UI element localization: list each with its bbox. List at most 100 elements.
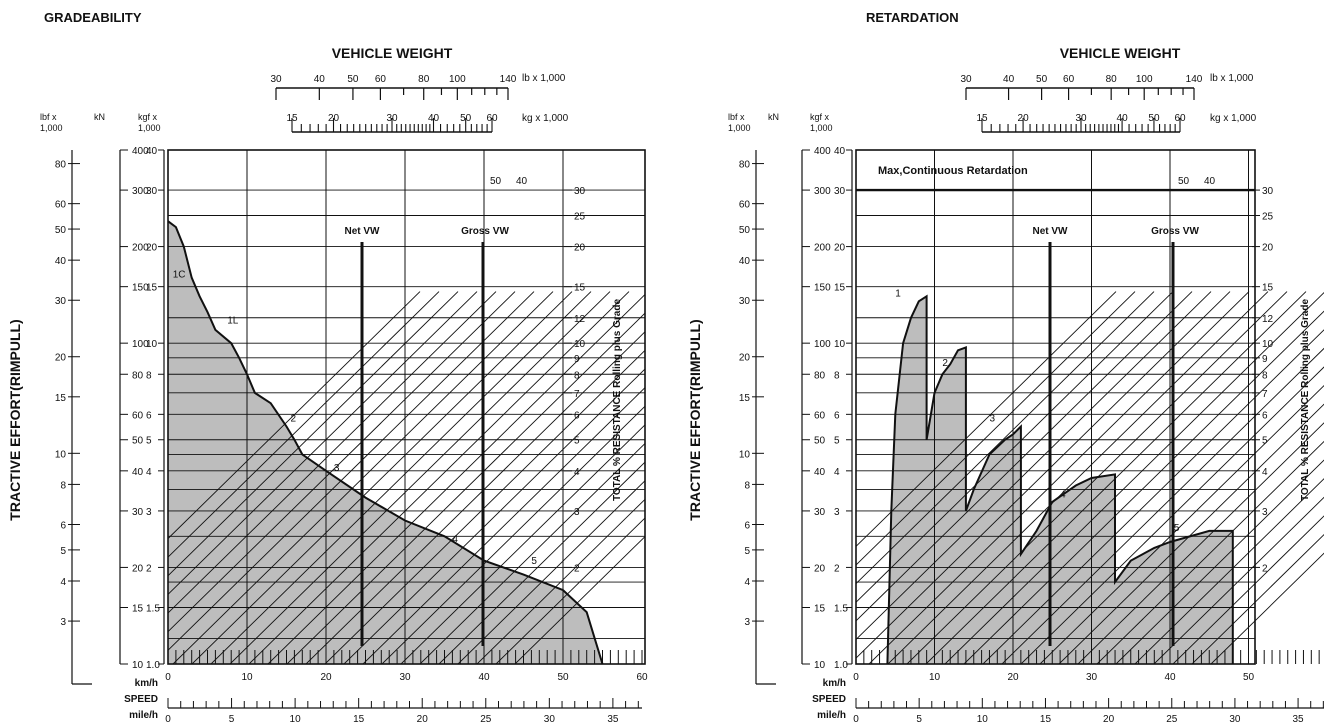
retardation-kn-tick-label: 50: [814, 436, 826, 447]
gradeability-kgf-unit: kgf x 1,000: [138, 112, 161, 133]
gradeability-curve: [168, 220, 604, 664]
retardation-mph-unit: mile/h: [817, 710, 846, 721]
retardation-resistance-line: [856, 291, 1136, 566]
retardation-panel: RETARDATION VEHICLE WEIGHT lb x 1,000 kg…: [687, 10, 1324, 725]
retardation-kn-tick-label: 15: [814, 604, 826, 615]
gradeability-kmh-tick-label: 50: [557, 672, 569, 683]
gradeability-lbf-tick-label: 3: [60, 617, 66, 628]
gradeability-lbf-tick-label: 10: [55, 449, 67, 460]
gradeability-mph-unit: mile/h: [129, 710, 158, 721]
gradeability-kmh-tick-label: 0: [165, 672, 171, 683]
retardation-kmh-tick-label: 30: [1086, 672, 1098, 683]
gradeability-x-axes: km/h 0 10 20 30 40 50 60 SPEED mile/h 0 5 10 15 20 25 30…: [124, 672, 648, 725]
retardation-kg-unit: kg x 1,000: [1210, 113, 1257, 124]
gradeability-kg-scale: 15 20 30 40 50 60: [286, 113, 498, 133]
retardation-kn-tick-label: 20: [814, 563, 826, 574]
retardation-resistance-line: [1210, 552, 1324, 664]
gradeability-kg-tick-label: 50: [460, 113, 472, 124]
retardation-kgf-tick-label: 4: [834, 467, 840, 478]
gradeability-y-axes: 40 30 20 15 10 8 6 5 4 3 2 1.5 1.0 400 300 200 150 100 80 6…: [55, 146, 165, 685]
gradeability-kgf-tick-label: 1.5: [146, 604, 160, 615]
gradeability-resistance-line: [248, 291, 630, 664]
retardation-plot-border: [855, 149, 1256, 665]
retardation-x-axes: km/h 0 10 20 30 40 50 SPEED mile/h 0 5 10 15 20 25 30 35: [812, 672, 1324, 725]
gradeability-resistance-line: [400, 424, 645, 664]
retardation-mph-tick-label: 30: [1229, 714, 1241, 725]
gradeability-lbf-tick-label: 30: [55, 296, 67, 307]
retardation-lbf-tick-label: 15: [739, 393, 751, 404]
gradeability-right-tick-label: 7: [574, 389, 580, 400]
gradeability-lb-tick-label: 60: [375, 74, 387, 85]
retardation-kgf-tick-label: 5: [834, 436, 840, 447]
retardation-ylabel: TRACTIVE EFFORT(RIMPULL): [687, 319, 703, 520]
gradeability-gear-label: 3: [334, 463, 340, 474]
gradeability-diag-top-label: 50: [490, 176, 502, 187]
retardation-gear-label: 3: [989, 413, 995, 424]
retardation-kgf-tick-label: 3: [834, 507, 840, 518]
gradeability-kgf-unit-line1: kgf x: [138, 112, 158, 122]
retardation-lbf-tick-label: 50: [739, 225, 751, 236]
retardation-lbf-tick-label: 10: [739, 449, 751, 460]
retardation-right-tick-label: 30: [1262, 186, 1274, 197]
gradeability-kn-tick-label: 20: [132, 563, 144, 574]
retardation-resistance-line: [856, 291, 1117, 548]
gradeability-lbf-tick-label: 60: [55, 200, 67, 211]
gradeability-resistance-line: [229, 291, 611, 664]
gradeability-gross-vw-label: Gross VW: [461, 226, 509, 237]
retardation-resistance-line: [963, 310, 1324, 664]
retardation-weight-title: VEHICLE WEIGHT: [1060, 45, 1181, 61]
retardation-resistance-line: [1020, 366, 1324, 664]
gradeability-resistance-line: [168, 291, 421, 540]
gradeability-kgf-tick-label: 6: [146, 410, 152, 421]
retardation-lbf-tick-label: 60: [739, 200, 751, 211]
retardation-kmh-unit: km/h: [823, 678, 846, 689]
gradeability-kg-tick-label: 60: [486, 113, 498, 124]
gradeability-lb-unit: lb x 1,000: [522, 73, 566, 84]
retardation-mph-tick-label: 5: [916, 714, 922, 725]
gradeability-kgf-tick-label: 3: [146, 507, 152, 518]
retardation-mph-tick-label: 35: [1293, 714, 1305, 725]
gradeability-kmh-tick-label: 10: [241, 672, 253, 683]
gradeability-kn-tick-label: 10: [132, 660, 144, 671]
gradeability-mph-tick-label: 15: [353, 714, 365, 725]
gradeability-kmh-tick-label: 60: [636, 672, 648, 683]
retardation-lb-tick-label: 40: [1003, 74, 1015, 85]
retardation-area-fill: [887, 296, 1233, 664]
gradeability-resistance-line: [495, 517, 645, 664]
gradeability-kg-tick-label: 30: [386, 113, 398, 124]
gradeability-lbf-tick-label: 6: [60, 520, 66, 531]
retardation-resistance-line: [1172, 515, 1324, 664]
retardation-resistance-line: [1153, 496, 1324, 664]
gradeability-mph-tick-label: 10: [290, 714, 302, 725]
retardation-net-vw-label: Net VW: [1033, 226, 1069, 237]
retardation-right-tick-label: 7: [1262, 389, 1268, 400]
retardation-mph-tick-label: 0: [853, 714, 859, 725]
retardation-kgf-tick-label: 10: [834, 339, 846, 350]
retardation-kg-scale: 15 20 30 40 50 60: [976, 113, 1186, 133]
retardation-resistance-line: [856, 291, 1193, 622]
gradeability-lbf-unit: lbf x 1,000: [40, 112, 63, 133]
gradeability-resistance-line: [210, 291, 592, 664]
gradeability-kgf-tick-label: 10: [146, 339, 158, 350]
gradeability-right-tick-label: 25: [574, 211, 586, 222]
retardation-kg-tick-label: 15: [976, 113, 988, 124]
retardation-kgf-tick-label: 20: [834, 243, 846, 254]
retardation-kgf-tick-label: 2: [834, 563, 840, 574]
retardation-kn-tick-label: 400: [814, 146, 831, 157]
gradeability-resistance-line: [305, 331, 645, 664]
gradeability-resistance-line: [514, 535, 645, 664]
gradeability-resistance-line: [168, 291, 516, 633]
gradeability-lbf-tick-label: 15: [55, 393, 67, 404]
gradeability-resistance-line: [362, 387, 645, 664]
retardation-gear-label: 2: [942, 358, 948, 369]
gradeability-gear-label: 1C: [173, 270, 186, 281]
gradeability-lbf-tick-label: 4: [60, 577, 66, 588]
retardation-y-axes: 40 30 20 15 10 8 6 5 4 3 2 1.5 1.0 400 300 200 150 100 80 6…: [739, 146, 853, 685]
retardation-kn-tick-label: 40: [814, 467, 826, 478]
gradeability-kg-tick-label: 20: [328, 113, 340, 124]
retardation-kgf-tick-label: 6: [834, 410, 840, 421]
gradeability-diag-top-label: 40: [516, 176, 528, 187]
retardation-lb-tick-label: 60: [1063, 74, 1075, 85]
retardation-right-tick-label: 12: [1262, 314, 1274, 325]
